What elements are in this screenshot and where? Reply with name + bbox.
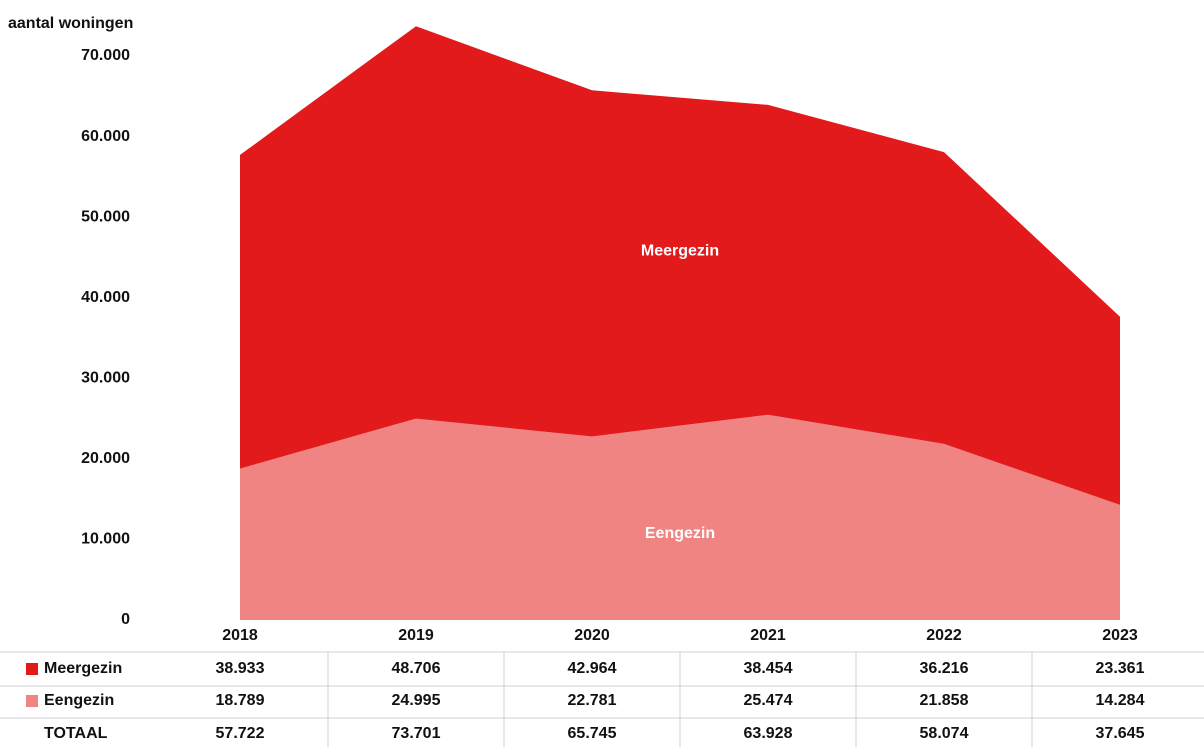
y-tick-label: 0	[121, 611, 130, 628]
total-value: 73.701	[392, 725, 441, 742]
y-tick-label: 60.000	[81, 128, 130, 145]
x-tick-label: 2020	[574, 627, 610, 644]
y-tick-label: 70.000	[81, 47, 130, 64]
legend-swatch	[26, 663, 38, 675]
y-tick-label: 40.000	[81, 289, 130, 306]
table-value: 24.995	[392, 692, 441, 709]
total-value: 65.745	[568, 725, 617, 742]
y-tick-label: 20.000	[81, 450, 130, 467]
area	[240, 414, 1120, 620]
x-tick-label: 2018	[222, 627, 258, 644]
table-value: 21.858	[920, 692, 969, 709]
area-label: Meergezin	[641, 243, 719, 260]
total-value: 57.722	[216, 725, 265, 742]
legend-label: Meergezin	[44, 660, 122, 677]
total-value: 63.928	[744, 725, 793, 742]
y-tick-label: 50.000	[81, 208, 130, 225]
y-tick-label: 30.000	[81, 370, 130, 387]
y-axis-label: aantal woningen	[8, 15, 133, 32]
legend-label: Eengezin	[44, 692, 114, 709]
table-value: 38.454	[744, 660, 793, 677]
total-value: 58.074	[920, 725, 969, 742]
table-value: 23.361	[1096, 660, 1145, 677]
table-value: 22.781	[568, 692, 617, 709]
table-value: 25.474	[744, 692, 793, 709]
total-label: TOTAAL	[44, 725, 108, 742]
area	[240, 26, 1120, 505]
table-value: 38.933	[216, 660, 265, 677]
total-value: 37.645	[1096, 725, 1145, 742]
table-value: 36.216	[920, 660, 969, 677]
legend-swatch	[26, 695, 38, 707]
x-tick-label: 2022	[926, 627, 962, 644]
x-tick-label: 2021	[750, 627, 786, 644]
table-value: 18.789	[216, 692, 265, 709]
y-tick-label: 10.000	[81, 531, 130, 548]
x-tick-label: 2023	[1102, 627, 1138, 644]
area-label: Eengezin	[645, 525, 715, 542]
table-value: 14.284	[1096, 692, 1145, 709]
x-tick-label: 2019	[398, 627, 434, 644]
table-value: 48.706	[392, 660, 441, 677]
table-value: 42.964	[568, 660, 617, 677]
